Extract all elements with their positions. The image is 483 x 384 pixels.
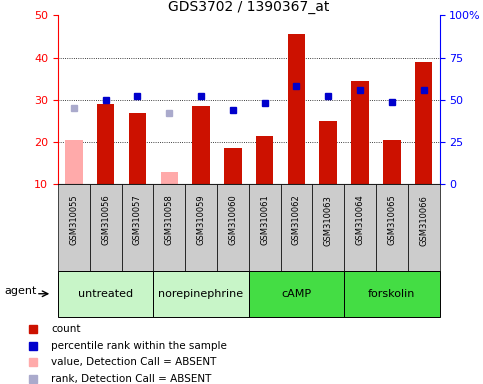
Text: cAMP: cAMP [282,289,312,299]
Bar [256,136,273,184]
Text: GSM310057: GSM310057 [133,195,142,245]
Bar [383,140,400,184]
Text: GSM310060: GSM310060 [228,195,237,245]
Text: GSM310062: GSM310062 [292,195,301,245]
Text: GSM310059: GSM310059 [197,195,206,245]
Bar [128,113,146,184]
Bar [376,184,408,271]
Bar [408,184,440,271]
Bar [281,184,313,271]
Bar [192,106,210,184]
Text: GSM310065: GSM310065 [387,195,397,245]
Text: value, Detection Call = ABSENT: value, Detection Call = ABSENT [51,358,216,367]
Text: GSM310061: GSM310061 [260,195,269,245]
Text: GSM310064: GSM310064 [355,195,365,245]
Bar [249,271,344,317]
Text: percentile rank within the sample: percentile rank within the sample [51,341,227,351]
Bar [58,184,90,271]
Text: norepinephrine: norepinephrine [158,289,243,299]
Bar [58,271,154,317]
Text: GSM310056: GSM310056 [101,195,110,245]
Text: GSM310058: GSM310058 [165,195,174,245]
Text: untreated: untreated [78,289,133,299]
Bar [344,271,440,317]
Bar [224,149,242,184]
Bar [160,172,178,184]
Bar [154,184,185,271]
Bar [249,184,281,271]
Text: count: count [51,324,81,334]
Bar [97,104,114,184]
Bar [288,35,305,184]
Bar [122,184,154,271]
Text: GSM310055: GSM310055 [70,195,78,245]
Bar [319,121,337,184]
Title: GDS3702 / 1390367_at: GDS3702 / 1390367_at [168,0,329,14]
Bar [415,62,432,184]
Text: GSM310063: GSM310063 [324,195,333,245]
Bar [65,140,83,184]
Text: agent: agent [5,286,37,296]
Bar [90,184,122,271]
Bar [351,81,369,184]
Bar [344,184,376,271]
Bar [217,184,249,271]
Text: GSM310066: GSM310066 [419,195,428,245]
Bar [154,271,249,317]
Bar [313,184,344,271]
Bar [185,184,217,271]
Text: rank, Detection Call = ABSENT: rank, Detection Call = ABSENT [51,374,212,384]
Text: forskolin: forskolin [368,289,415,299]
